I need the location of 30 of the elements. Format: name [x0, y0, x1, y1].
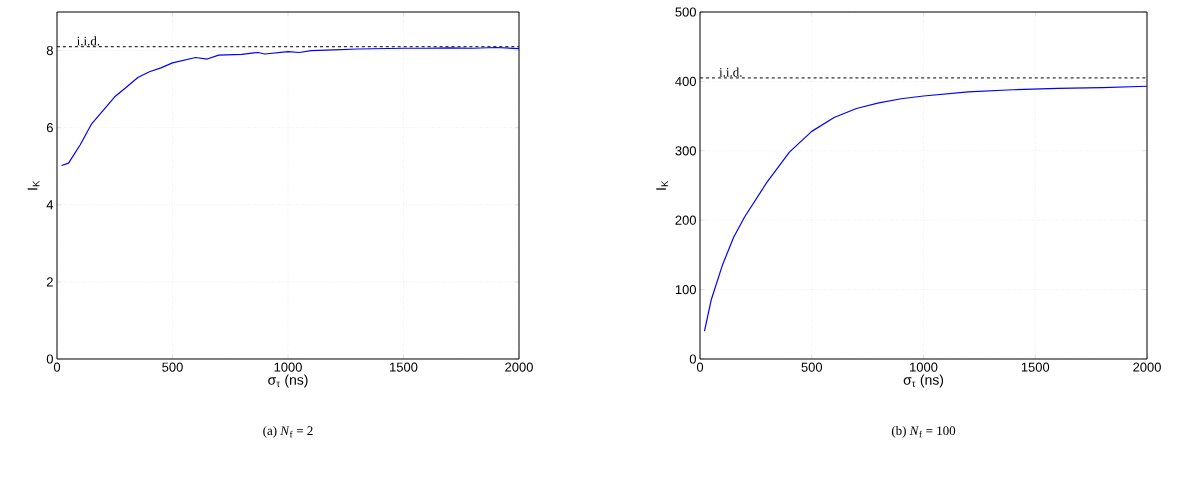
- x-tick-label: 1000: [910, 362, 938, 372]
- y-tick-label: 0: [689, 354, 696, 364]
- line-series: [703, 85, 1148, 332]
- y-axis-title: I$_{K}$: [656, 180, 669, 190]
- x-axis-title: σ$_{τ}$ (ns): [268, 374, 308, 388]
- y-tick-label: 0: [46, 354, 53, 364]
- y-tick-label: 8: [46, 45, 53, 56]
- text: (b) N$_{f}$ = 100: [891, 425, 956, 438]
- ref-line-label: i.i.d.: [719, 67, 742, 77]
- x-tick-label: 2000: [1133, 362, 1161, 372]
- x-tick-label: 2000: [505, 362, 533, 372]
- x-tick-label: 0: [696, 362, 704, 372]
- x-tick-label: 1000: [274, 362, 302, 372]
- x-tick-label: 1500: [390, 362, 418, 372]
- ref-line-label: i.i.d.: [76, 36, 100, 46]
- y-tick-label: 200: [675, 215, 696, 225]
- x-tick-label: 1500: [1021, 362, 1050, 372]
- x-tick-label: 500: [162, 362, 183, 372]
- y-axis-title: I$_{K}$: [27, 180, 40, 190]
- y-tick-label: 2: [46, 277, 53, 287]
- x-tick-label: 0: [53, 362, 61, 372]
- y-tick-label: 4: [46, 200, 54, 210]
- y-tick-label: 500: [675, 7, 696, 17]
- text: (a) N$_{f}$ = 2: [263, 425, 313, 438]
- y-tick-label: 100: [675, 285, 696, 295]
- y-tick-label: 400: [675, 76, 696, 86]
- x-tick-label: 500: [801, 362, 823, 372]
- y-tick-label: 300: [675, 146, 696, 156]
- y-tick-label: 6: [46, 123, 53, 133]
- x-axis-title: σ$_{τ}$ (ns): [903, 374, 944, 388]
